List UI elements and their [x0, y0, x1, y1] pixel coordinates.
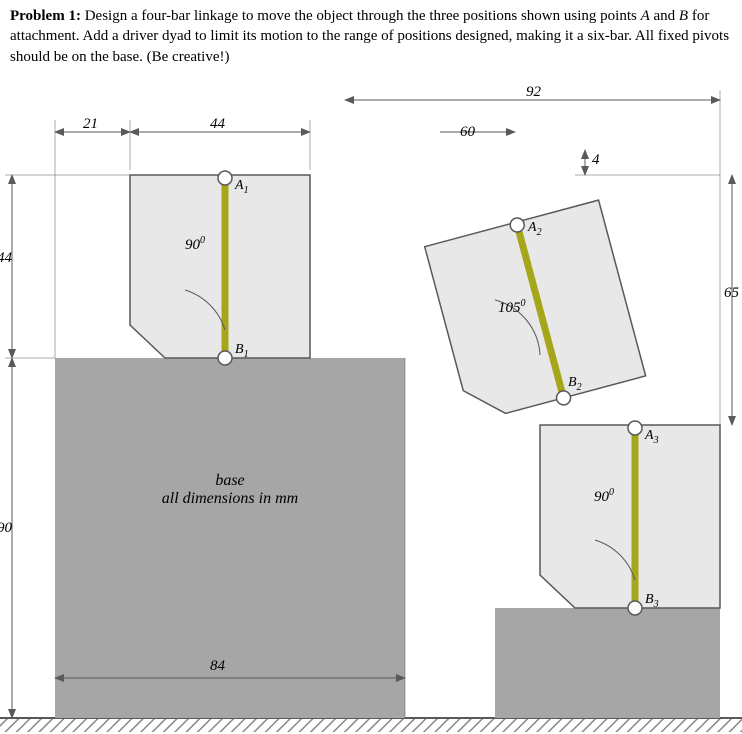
label-B2: B2 [568, 375, 582, 393]
label-4: 4 [592, 152, 600, 169]
label-65: 65 [724, 285, 739, 302]
pivot-A3 [628, 421, 642, 435]
linkage-diagram: 21 44 60 92 4 44 90 65 84 900 1050 900 A… [0, 80, 742, 734]
problem-body: Design a four-bar linkage to move the ob… [10, 8, 729, 65]
pivot-A1 [218, 171, 232, 185]
label-angle3: 900 [594, 487, 614, 506]
label-60: 60 [460, 124, 475, 141]
pivot-B1 [218, 351, 232, 365]
label-B3: B3 [645, 592, 659, 610]
label-44top: 44 [210, 116, 225, 133]
label-A1: A1 [235, 178, 249, 196]
label-angle2: 1050 [498, 298, 526, 317]
label-84: 84 [210, 658, 225, 675]
label-B1: B1 [235, 342, 249, 360]
position-3 [540, 421, 720, 615]
diagram-svg [0, 80, 742, 734]
problem-text: Problem 1: Design a four-bar linkage to … [0, 0, 742, 77]
pivot-B3 [628, 601, 642, 615]
label-44left: 44 [0, 250, 12, 267]
base-left [55, 358, 405, 718]
label-A2: A2 [528, 220, 542, 238]
ground-hatch [0, 718, 742, 732]
label-21: 21 [83, 116, 98, 133]
label-base: base all dimensions in mm [155, 472, 305, 508]
label-90: 90 [0, 520, 12, 537]
label-92: 92 [526, 84, 541, 101]
label-A3: A3 [645, 428, 659, 446]
base-right [495, 608, 720, 718]
label-angle1: 900 [185, 235, 205, 254]
position-1 [130, 171, 310, 365]
problem-title: Problem 1: [10, 8, 81, 24]
